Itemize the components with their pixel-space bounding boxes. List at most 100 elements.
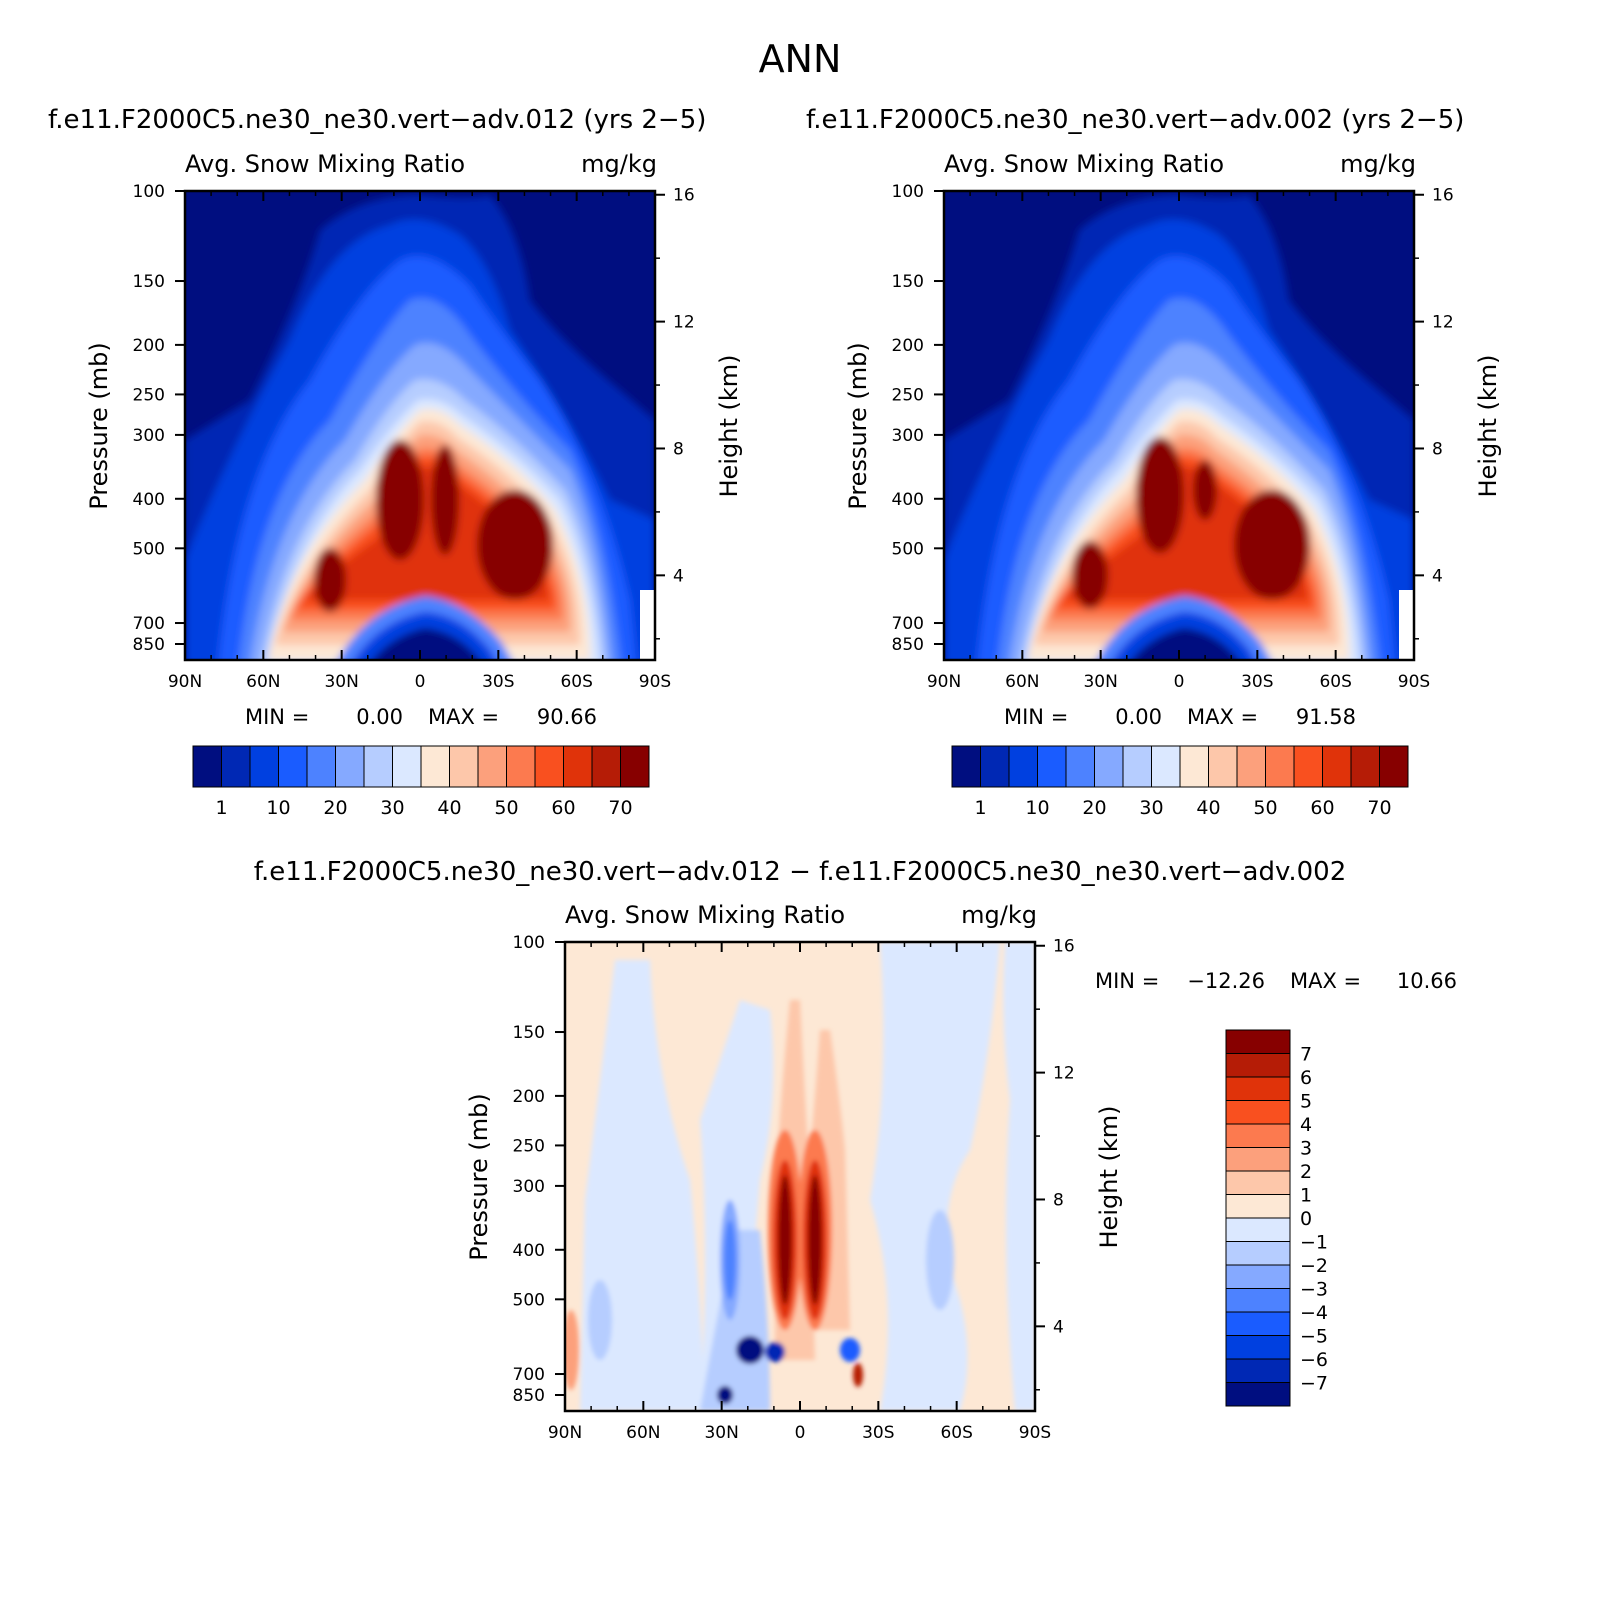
colorbar-box xyxy=(1037,745,1067,788)
colorbar-box xyxy=(951,745,981,788)
colorbar-box xyxy=(1225,1217,1291,1242)
panel-a-title: f.e11.F2000C5.ne30_ne30.vert−adv.012 (yr… xyxy=(48,105,706,135)
panel-c-min-label: MIN = xyxy=(1095,969,1159,993)
surface-minimum-inner xyxy=(372,628,480,660)
panel-b-title: f.e11.F2000C5.ne30_ne30.vert−adv.002 (yr… xyxy=(806,105,1464,135)
colorbar-label: −5 xyxy=(1300,1326,1328,1348)
x-tick-label: 60N xyxy=(626,1423,660,1443)
y-tick-label: 200 xyxy=(892,336,924,356)
panel-c-y2label: Height (km) xyxy=(1095,1106,1123,1249)
colorbar-label: 1 xyxy=(1300,1185,1312,1207)
y-tick-label: 150 xyxy=(513,1023,545,1043)
y2-tick-label: 16 xyxy=(673,186,695,206)
colorbar-box xyxy=(192,745,222,788)
panel-c-max-label: MAX = xyxy=(1290,969,1361,993)
y2-tick-label: 8 xyxy=(1053,1190,1064,1210)
neg-band-nh xyxy=(580,960,705,1411)
colorbar-box xyxy=(1151,745,1181,788)
colorbar-box xyxy=(392,745,422,788)
y2-tick-label: 12 xyxy=(1432,313,1454,333)
colorbar-label: 30 xyxy=(1139,797,1163,819)
neg-min-800mb-a xyxy=(736,1336,764,1364)
colorbar-box xyxy=(980,745,1010,788)
y-tick-label: 850 xyxy=(513,1386,545,1406)
panel-a-max-label: MAX = xyxy=(428,705,499,729)
field-contours xyxy=(565,942,1035,1411)
x-tick-label: 90S xyxy=(1398,672,1430,692)
colorbar-box xyxy=(1179,745,1209,788)
colorbar-box xyxy=(1225,1100,1291,1125)
panel-b: f.e11.F2000C5.ne30_ne30.vert−adv.002 (yr… xyxy=(806,105,1502,819)
x-tick-label: 30N xyxy=(1083,672,1117,692)
x-tick-label: 0 xyxy=(1174,672,1185,692)
colorbar-label: −4 xyxy=(1300,1302,1328,1324)
pos-spot-pole xyxy=(565,1310,579,1390)
colorbar-label: 1 xyxy=(974,797,986,819)
y2-tick-label: 12 xyxy=(673,313,695,333)
colorbar-box xyxy=(420,745,450,788)
contour-max-center-sh xyxy=(477,490,553,600)
x-tick-label: 60S xyxy=(1319,672,1351,692)
y-tick-label: 250 xyxy=(892,385,924,405)
y2-tick-label: 12 xyxy=(1053,1064,1075,1084)
panel-b-units-label: mg/kg xyxy=(1340,150,1416,178)
neg-band-lower xyxy=(700,1230,770,1411)
polar-edge xyxy=(1399,590,1414,660)
colorbar-box xyxy=(1225,1311,1291,1336)
panel-c: f.e11.F2000C5.ne30_ne30.vert−adv.012 − f… xyxy=(254,857,1457,1413)
y-tick-label: 500 xyxy=(133,539,165,559)
panel-a-min-value: 0.00 xyxy=(356,705,403,729)
colorbar-box xyxy=(1225,1147,1291,1172)
panel-b-field xyxy=(944,191,1414,660)
colorbar-box xyxy=(534,745,564,788)
x-tick-label: 30N xyxy=(704,1423,738,1443)
colorbar-label: 10 xyxy=(1025,797,1049,819)
y-tick-label: 400 xyxy=(513,1241,545,1261)
surface-minimum-inner xyxy=(1131,628,1239,660)
colorbar-box xyxy=(1225,1241,1291,1266)
colorbar-box xyxy=(1225,1194,1291,1219)
contour-max-center-sh xyxy=(1234,490,1310,600)
colorbar-box xyxy=(1225,1382,1291,1407)
neg-patch-low-nh xyxy=(588,1280,612,1360)
y-tick-label: 700 xyxy=(513,1365,545,1385)
colorbar-box xyxy=(1225,1076,1291,1101)
x-tick-label: 60S xyxy=(940,1423,972,1443)
neg-band-center xyxy=(700,1000,774,1411)
neg-min-800mb-d xyxy=(717,1386,733,1404)
y-tick-label: 150 xyxy=(133,272,165,292)
colorbar-label: 2 xyxy=(1300,1161,1312,1183)
colorbar-label: 50 xyxy=(494,797,518,819)
panel-a-y2label: Height (km) xyxy=(715,355,743,498)
colorbar-label: 50 xyxy=(1253,797,1277,819)
x-tick-label: 90N xyxy=(927,672,961,692)
y-tick-label: 300 xyxy=(892,426,924,446)
x-tick-label: 60N xyxy=(1005,672,1039,692)
panel-c-units-label: mg/kg xyxy=(961,901,1037,929)
colorbar-box xyxy=(1065,745,1095,788)
colorbar-label: −6 xyxy=(1300,1349,1328,1371)
panel-a-min-label: MIN = xyxy=(245,705,309,729)
panel-c-variable-label: Avg. Snow Mixing Ratio xyxy=(565,901,845,929)
colorbar-box xyxy=(1225,1288,1291,1313)
colorbar-label: −2 xyxy=(1300,1255,1328,1277)
y-tick-label: 400 xyxy=(892,490,924,510)
x-tick-label: 60N xyxy=(246,672,280,692)
y-tick-label: 100 xyxy=(513,933,545,953)
pos-spot-low xyxy=(853,1363,863,1387)
colorbar-label: 5 xyxy=(1300,1091,1312,1113)
colorbar-label: 0 xyxy=(1300,1208,1312,1230)
colorbar-box xyxy=(591,745,621,788)
colorbar-box xyxy=(1225,1123,1291,1148)
y2-tick-label: 8 xyxy=(673,439,684,459)
colorbar-label: 1 xyxy=(215,797,227,819)
colorbar-box xyxy=(1379,745,1409,788)
x-tick-label: 0 xyxy=(795,1423,806,1443)
y-tick-label: 850 xyxy=(133,635,165,655)
colorbar-box xyxy=(1225,1053,1291,1078)
panel-c-field xyxy=(565,942,1035,1411)
panel-axes-0: 90N 60N 30N 0 30S 60S 90S 100 150 200 250 300 400 500… xyxy=(133,182,695,692)
colorbar-box xyxy=(506,745,536,788)
